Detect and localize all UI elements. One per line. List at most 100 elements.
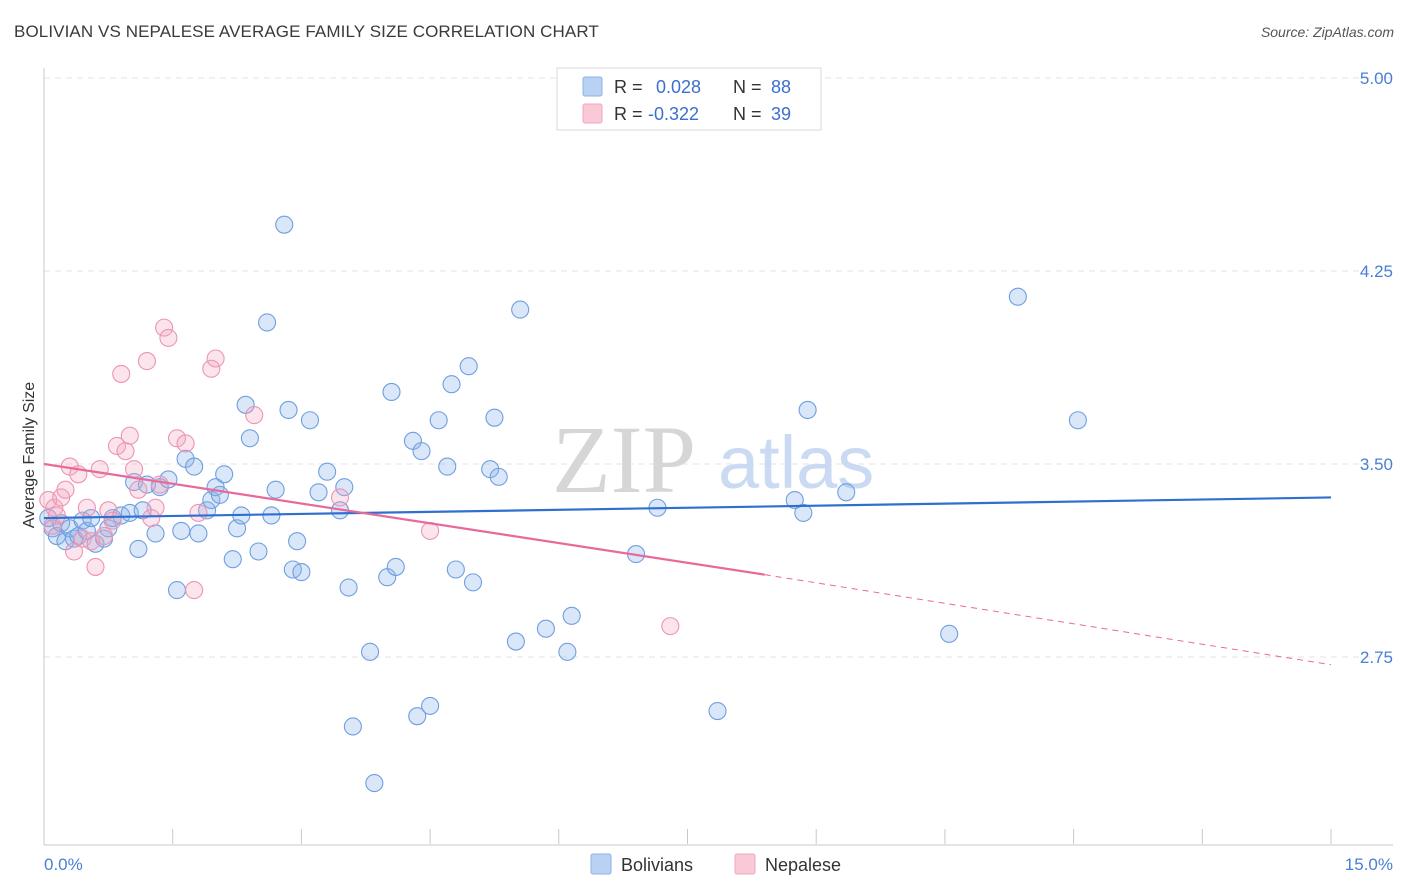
bolivians-point <box>258 313 277 332</box>
nepalese-point <box>146 498 165 517</box>
r-label-1: R = <box>614 77 643 97</box>
watermark-atlas: atlas <box>718 421 874 504</box>
r-label-2: R = <box>614 104 643 124</box>
nepalese-point <box>137 352 157 371</box>
legend-nepalese-swatch <box>734 853 756 875</box>
nepalese-point <box>116 442 135 461</box>
bolivians-point <box>249 542 268 561</box>
nepalese-point <box>142 508 161 528</box>
bolivians-point <box>536 619 555 638</box>
bolivians-point <box>279 400 298 420</box>
bolivians-point <box>343 717 362 736</box>
nepalese-point <box>103 511 122 530</box>
r-value-nepalese: -0.322 <box>648 104 699 124</box>
bolivians-point <box>408 707 427 726</box>
n-label-1: N = <box>733 77 762 97</box>
bolivians-point <box>442 375 461 394</box>
nepalese-point <box>155 318 174 337</box>
bolivians-point <box>558 642 577 661</box>
nepalese-point <box>112 364 131 383</box>
bolivians-point <box>300 411 320 430</box>
nepalese-point <box>661 617 680 636</box>
nepalese-point <box>56 480 75 499</box>
nepalese-points <box>39 318 680 636</box>
nepalese-point <box>86 557 105 576</box>
bolivians-point <box>266 480 285 499</box>
bolivians-swatch <box>582 76 603 97</box>
bolivians-point <box>708 701 727 721</box>
bolivians-point <box>382 382 401 401</box>
x-tick-label-min: 0.0% <box>44 855 83 874</box>
bolivians-point <box>215 465 234 484</box>
nepalese-point <box>64 542 84 561</box>
bolivians-points <box>39 215 1087 793</box>
y-tick-labels: 2.75 3.50 4.25 5.00 <box>1360 69 1393 667</box>
r-value-bolivians: 0.028 <box>656 77 701 97</box>
y-tick-label-2: 4.25 <box>1360 262 1393 281</box>
bolivians-point <box>940 624 959 643</box>
bolivians-point <box>360 642 380 661</box>
bolivians-point <box>318 462 337 481</box>
bolivians-point <box>429 411 448 430</box>
bolivians-point <box>798 400 817 420</box>
bolivians-point <box>275 215 294 234</box>
bolivians-point <box>339 578 358 597</box>
bolivians-point <box>1008 287 1027 306</box>
bolivians-point <box>365 774 384 793</box>
nepalese-trend-line-extension <box>764 574 1332 666</box>
nepalese-point <box>202 359 221 378</box>
bolivians-point <box>785 490 804 510</box>
bolivians-point <box>386 557 405 576</box>
trend-lines <box>43 462 1332 666</box>
nepalese-trend-line <box>43 462 765 576</box>
grid-lines <box>44 77 1393 658</box>
nepalese-point <box>99 501 118 520</box>
bolivians-point <box>185 457 204 476</box>
stats-legend: R = 0.028 N = 88 R = -0.322 N = 39 <box>556 67 822 131</box>
nepalese-point <box>330 488 350 507</box>
bolivians-point <box>459 357 478 376</box>
series-legend: Bolivians Nepalese <box>590 853 841 875</box>
nepalese-point <box>95 527 114 546</box>
y-tick-label-1: 3.50 <box>1360 455 1393 474</box>
nepalese-point <box>107 436 126 456</box>
bolivians-point <box>794 503 813 522</box>
legend-bolivians-label: Bolivians <box>621 855 693 875</box>
n-value-nepalese: 39 <box>771 104 791 124</box>
bolivians-point <box>485 408 504 427</box>
bolivians-point <box>438 457 457 476</box>
bolivians-point <box>335 478 354 497</box>
y-tick-label-0: 2.75 <box>1360 648 1393 667</box>
bolivians-point <box>837 483 856 502</box>
bolivians-point <box>506 632 525 651</box>
watermark: ZIP atlas <box>552 406 874 513</box>
bolivians-point <box>421 696 440 715</box>
bolivians-point <box>292 563 311 582</box>
nepalese-point <box>120 426 139 445</box>
n-value-bolivians: 88 <box>771 77 791 97</box>
bolivians-point <box>223 550 242 569</box>
bolivians-point <box>489 467 508 486</box>
nepalese-point <box>159 328 178 347</box>
bolivians-point <box>210 485 229 504</box>
nepalese-swatch <box>582 103 603 124</box>
axes <box>43 68 1393 846</box>
nepalese-point <box>77 498 96 517</box>
legend-nepalese-label: Nepalese <box>765 855 841 875</box>
bolivians-point <box>562 606 581 625</box>
bolivians-point <box>172 521 191 540</box>
nepalese-point <box>206 349 225 368</box>
watermark-zip: ZIP <box>552 406 696 513</box>
nepalese-point <box>167 429 187 448</box>
bolivians-point <box>167 581 187 600</box>
nepalese-point <box>185 581 204 600</box>
bolivians-trend-line <box>43 496 1332 520</box>
bolivians-point <box>463 573 483 592</box>
y-tick-label-3: 5.00 <box>1360 69 1393 88</box>
bolivians-point <box>146 524 165 543</box>
x-tick-label-max: 15.0% <box>1345 855 1393 874</box>
nepalese-point <box>129 480 148 499</box>
chart-source: Source: ZipAtlas.com <box>1260 24 1394 40</box>
bolivians-point <box>1068 411 1087 430</box>
